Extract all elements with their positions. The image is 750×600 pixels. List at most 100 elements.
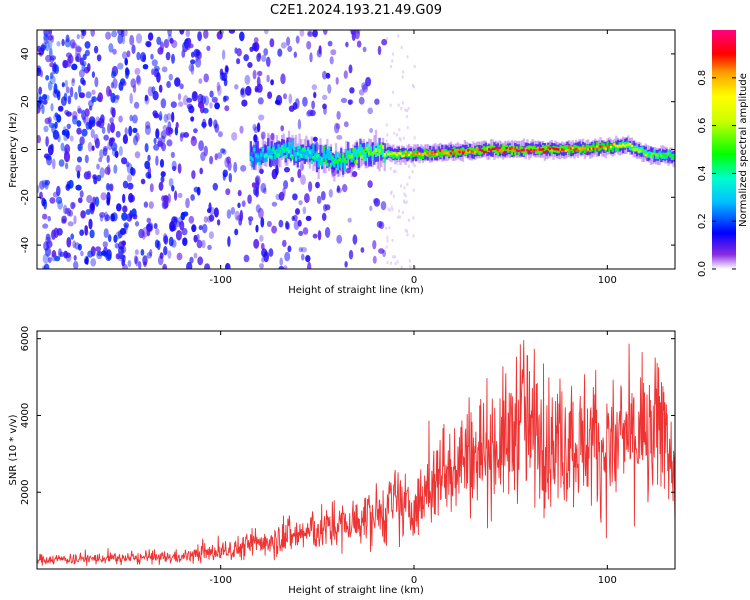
spectrogram-noise-blob (113, 164, 118, 174)
spectrogram-noise-blob (345, 41, 349, 48)
spectrogram-noise-blob (158, 111, 163, 121)
spectrogram-noise-blob (380, 201, 387, 211)
spectrogram-noise-blob (336, 234, 343, 244)
spectrogram-ridge-cell (642, 151, 646, 155)
spectrogram-ridge-cell (503, 150, 506, 154)
spectrogram-noise-blob (290, 176, 295, 183)
spectrogram-ridge-cell (566, 149, 569, 152)
snr-x-tick-label: -100 (209, 575, 232, 586)
spectrogram-noise-blob (85, 91, 92, 99)
spectrogram-ridge-cell (528, 150, 531, 153)
spectrogram-ridge-cell (421, 153, 425, 156)
spectrogram-noise (37, 30, 416, 269)
spectrogram-ridge-cell (649, 155, 653, 159)
spectrogram-ridge-cell (254, 138, 258, 155)
spectrogram-noise-speck (400, 184, 402, 188)
spectrogram-noise-blob (309, 52, 313, 63)
spectrogram-noise-blob (266, 220, 272, 228)
spectrogram-noise-blob (44, 94, 50, 101)
spectrogram-ridge-cell (533, 145, 536, 152)
spectrogram-noise-blob (64, 162, 69, 170)
spectrogram-noise-blob (325, 72, 331, 79)
spectrogram-noise-blob (115, 253, 121, 260)
spectrogram-noise-blob (142, 63, 149, 70)
spectrogram-y-tick-label: 20 (20, 95, 31, 108)
spectrogram-noise-blob (230, 207, 235, 215)
spectrogram-noise-blob (216, 152, 223, 159)
spectrogram-ridge-cell (331, 155, 334, 159)
figure-title: C2E1.2024.193.21.49.G09 (270, 3, 442, 18)
spectrogram-noise-blob (91, 145, 95, 151)
spectrogram-noise-speck (407, 218, 410, 222)
spectrogram-ridge-cell (298, 145, 301, 150)
spectrogram-noise-blob (56, 185, 61, 197)
spectrogram-ridge-cell (265, 153, 268, 158)
spectrogram-noise-blob (300, 247, 307, 253)
spectrogram-noise-blob (377, 45, 382, 56)
spectrogram-noise-blob (288, 93, 293, 104)
spectrogram-ridge-cell (526, 149, 529, 152)
spectrogram-ridge-cell (455, 148, 458, 152)
spectrogram-noise-blob (182, 95, 189, 106)
spectrogram-noise-blob (157, 140, 163, 147)
spectrogram-noise-blob (348, 249, 354, 260)
spectrogram-noise-speck (404, 194, 407, 198)
spectrogram-ridge-cell (326, 149, 329, 159)
spectrogram-noise-blob (302, 206, 307, 215)
spectrogram-noise-blob (105, 253, 112, 262)
spectrogram-noise-blob (60, 142, 65, 152)
spectrogram-noise-blob (279, 257, 284, 266)
spectrogram-ridge-cell (281, 145, 284, 149)
spectrogram-noise-blob (82, 60, 87, 67)
spectrogram-noise-blob (163, 235, 169, 245)
spectrogram-ridge-cell (512, 149, 515, 152)
spectrogram-noise-blob (119, 227, 127, 236)
spectrogram-noise-blob (344, 261, 348, 268)
spectrogram-noise-blob (76, 34, 80, 40)
spectrogram-noise-blob (269, 38, 275, 48)
spectrogram-ridge-cell (573, 144, 576, 151)
spectrogram-ridge-cell (291, 139, 294, 149)
spectrogram-noise-speck (405, 115, 408, 119)
spectrogram-noise-blob (145, 121, 151, 130)
spectrogram-noise-blob (307, 31, 314, 37)
spectrogram-noise-speck (403, 192, 406, 196)
spectrogram-noise-blob (161, 66, 168, 73)
spectrogram-ridge-cell (491, 147, 494, 151)
spectrogram-ridge-cell (326, 152, 329, 169)
spectrogram-ridge-cell (381, 148, 385, 158)
spectrogram-ridge-cell (294, 157, 298, 161)
spectrogram-ridge-cell (641, 149, 644, 152)
spectrogram-noise-blob (77, 156, 82, 163)
spectrogram-noise-blob (134, 221, 140, 227)
spectrogram-noise-blob (47, 81, 53, 91)
spectrogram-noise-blob (92, 174, 97, 180)
spectrogram-ridge-cell (590, 147, 593, 150)
spectrogram-noise-blob (155, 155, 159, 166)
spectrogram-ridge-cell (540, 148, 543, 151)
spectrogram-ridge-cell (667, 152, 670, 155)
spectrogram-ridge-cell (542, 144, 545, 151)
spectrogram-noise-blob (71, 77, 75, 83)
spectrogram-noise-blob (311, 84, 318, 91)
spectrogram-ridge-cell (420, 153, 423, 156)
spectrogram-x-tick-label: -100 (209, 275, 232, 286)
spectrogram-ridge-cell (510, 146, 513, 150)
spectrogram-noise-blob (251, 182, 256, 188)
spectrogram-noise-blob (93, 133, 99, 145)
spectrogram-ridge-cell (334, 151, 338, 161)
spectrogram-noise-blob (360, 247, 365, 253)
spectrogram-ridge-cell (545, 145, 548, 152)
spectrogram-noise-speck (390, 191, 393, 195)
spectrogram-noise-blob (129, 114, 133, 122)
spectrogram-ridge-cell (625, 144, 628, 147)
spectrogram-ridge-cell (270, 148, 273, 158)
spectrogram-ridge-cell (267, 138, 270, 155)
spectrogram-noise-blob (112, 48, 117, 55)
colorbar-ticks: 0.0 0.2 0.4 0.6 0.8 (697, 70, 736, 277)
spectrogram-ridge-cell (470, 150, 473, 153)
spectrogram-noise-blob (42, 94, 48, 101)
spectrogram-ridge-cell (515, 146, 519, 153)
spectrogram-noise-blob (132, 127, 138, 133)
spectrogram-ridge-cell (670, 155, 673, 158)
